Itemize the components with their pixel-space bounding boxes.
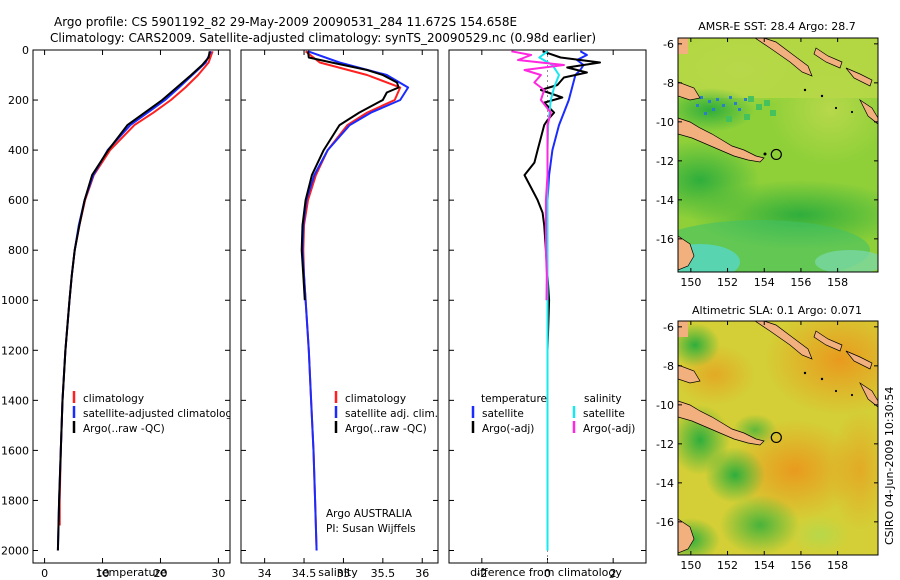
y-tick-label: 1800 [1, 494, 29, 507]
map-y-tick-label: -14 [656, 194, 674, 207]
map-y-tick-label: -10 [656, 399, 674, 412]
legend-label-satellite: satellite-adjusted climatology [83, 408, 238, 420]
x-tick-label: -2 [476, 567, 487, 580]
map-x-tick-label: 158 [827, 559, 848, 572]
temperature-panel: 0 200 400 600 800 1000 1200 1400 1600 1800 2000 0 1… [1, 44, 238, 580]
sla-map: Altimetric SLA: 0.1 Argo: 0.071 [656, 304, 879, 572]
legend-label-climatology: climatology [345, 393, 406, 405]
map-y-tick-label: -10 [656, 116, 674, 129]
map-x-tick-label: 154 [754, 276, 775, 289]
temperature-legend: climatology satellite-adjusted climatolo… [72, 391, 238, 435]
y-tick-label: 200 [8, 94, 29, 107]
salinity-xlabel: salinity [318, 566, 358, 579]
temperature-ticks: 0 10 20 30 [41, 50, 225, 580]
map-y-tick-label: -14 [656, 477, 674, 490]
x-tick-label: 2 [610, 567, 617, 580]
map-x-tick-label: 156 [790, 276, 811, 289]
series-line-argo-raw-qc [300, 51, 400, 301]
map-y-tick-label: -16 [656, 516, 674, 529]
sst-map-field [678, 38, 878, 272]
x-tick-label: 34.5 [292, 567, 317, 580]
y-tick-label: 600 [8, 194, 29, 207]
temperature-axes-box [32, 49, 231, 564]
temperature-xlabel: temperature [97, 566, 166, 579]
pressure-ticks: 0 200 400 600 800 1000 1200 1400 1600 1800 2000 [1, 44, 230, 557]
x-tick-label: 0 [544, 567, 551, 580]
sst-map: AMSR-E SST: 28.4 Argo: 28.7 [656, 20, 879, 289]
map-y-tick-label: -12 [656, 438, 674, 451]
salinity-panel: 34 34.5 35 35.5 36 salinity climatology sate… [240, 49, 439, 580]
x-tick-label: 30 [211, 567, 225, 580]
difference-panel: -2 0 2 difference from climatology tempera… [448, 49, 647, 580]
map-y-tick-label: -6 [663, 321, 674, 334]
y-tick-label: 1400 [1, 394, 29, 407]
sst-map-frame [677, 37, 879, 273]
y-tick-label: 1000 [1, 294, 29, 307]
salinity-legend: climatology satellite adj. clim. Argo(..… [334, 391, 438, 435]
legend-label-satellite: satellite adj. clim. [345, 408, 438, 420]
y-tick-label: 1200 [1, 344, 29, 357]
map-x-tick-label: 158 [827, 276, 848, 289]
map-y-tick-label: -8 [663, 77, 674, 90]
x-tick-label: 0 [41, 567, 48, 580]
legend-label-sal-satellite: satellite [583, 408, 625, 420]
x-tick-label: 20 [153, 567, 167, 580]
y-tick-label: 0 [22, 44, 29, 57]
y-tick-label: 800 [8, 244, 29, 257]
x-tick-label: 35.5 [371, 567, 396, 580]
y-tick-label: 1600 [1, 444, 29, 457]
series-line-argo-raw-qc [56, 51, 211, 551]
legend-label-argo: Argo(..raw -QC) [83, 423, 165, 435]
legend-title-salinity: salinity [584, 393, 622, 405]
map-x-tick-label: 152 [717, 559, 738, 572]
y-tick-label: 400 [8, 144, 29, 157]
map-x-tick-label: 152 [717, 276, 738, 289]
legend-label-temp-satellite: satellite [482, 408, 524, 420]
y-tick-label: 2000 [1, 544, 29, 557]
map-x-tick-label: 150 [680, 559, 701, 572]
map-y-tick-label: -12 [656, 155, 674, 168]
map-y-tick-label: -16 [656, 233, 674, 246]
x-tick-label: 36 [415, 567, 429, 580]
series-line-salinity-argo-adj [511, 50, 565, 301]
legend-label-argo: Argo(..raw -QC) [345, 423, 427, 435]
x-tick-label: 10 [96, 567, 110, 580]
legend-label-sal-argo: Argo(-adj) [583, 423, 635, 435]
series-line-temperature-argo-adj [523, 50, 601, 551]
map-x-tick-label: 150 [680, 276, 701, 289]
sla-map-title: Altimetric SLA: 0.1 Argo: 0.071 [692, 304, 862, 317]
legend-title-temperature: temperature [481, 393, 547, 405]
map-x-tick-label: 156 [790, 559, 811, 572]
argo-float-marker [770, 148, 782, 161]
annotation-pi: PI: Susan Wijffels [326, 523, 416, 535]
header-line-2: Climatology: CARS2009. Satellite-adjuste… [50, 31, 596, 45]
x-tick-label: 34 [258, 567, 272, 580]
sla-map-frame [677, 320, 879, 556]
salinity-ticks: 34 34.5 35 35.5 36 [258, 50, 429, 580]
map-y-tick-label: -8 [663, 360, 674, 373]
legend-label-temp-argo: Argo(-adj) [482, 423, 534, 435]
header-line-1: Argo profile: CS 5901192_82 29-May-2009 … [54, 15, 517, 29]
annotation-argo-australia: Argo AUSTRALIA [326, 508, 413, 520]
csiro-timestamp: CSIRO 04-Jun-2009 10:30:54 [883, 387, 896, 545]
map-y-tick-label: -6 [663, 38, 674, 51]
x-tick-label: 35 [336, 567, 350, 580]
legend-label-climatology: climatology [83, 393, 144, 405]
difference-xlabel: difference from climatology [470, 566, 622, 579]
difference-legend: temperature satellite Argo(-adj) salinit… [471, 393, 635, 435]
sla-map-field [678, 321, 878, 555]
sst-map-title: AMSR-E SST: 28.4 Argo: 28.7 [698, 20, 856, 33]
map-x-tick-label: 154 [754, 559, 775, 572]
argo-float-marker [770, 431, 782, 444]
